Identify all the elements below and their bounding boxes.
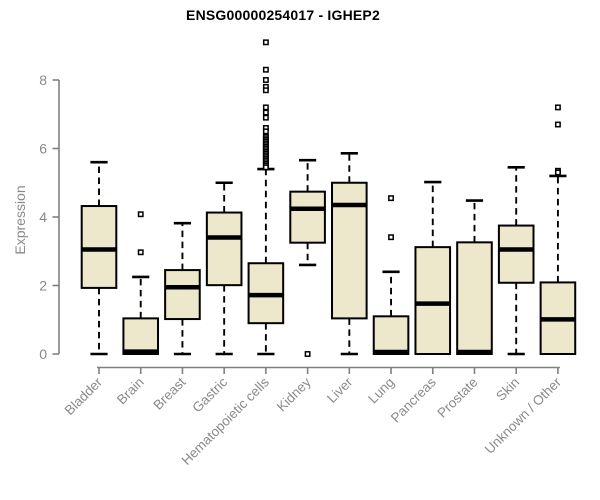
iqr-box [122,317,160,356]
box-prostate [456,199,493,355]
outlier-point [262,109,269,116]
iqr-box [80,205,118,289]
box-gastric [205,181,243,356]
outlier-point [137,249,144,256]
outlier-point [554,121,561,128]
iqr-box [372,315,410,356]
box-bladder [80,160,118,356]
x-tick-label: Kidney [274,374,314,414]
outlier-point [262,87,269,94]
box-liver [331,151,368,356]
outlier-point [388,195,394,202]
outlier-point [262,128,269,135]
y-axis: 0 2 4 6 8 [39,72,60,362]
outlier-point [262,77,269,83]
iqr-box [164,269,201,321]
y-tick-label: 0 [39,346,47,362]
x-tick-label: Bladder [62,374,106,418]
y-tick-label: 2 [39,278,47,294]
chart-title: ENSG00000254017 - IGHEP2 [186,7,380,23]
x-tick-label: Liver [324,374,356,406]
y-tick-label: 8 [39,72,47,88]
box-skin [497,166,535,356]
iqr-box [456,241,493,355]
box-hematopoietic-cells [247,39,285,356]
outlier-point [554,104,561,111]
iqr-box [289,190,326,244]
outlier-point [137,211,144,218]
x-tick-label: Lung [365,375,397,407]
x-tick-label: Gastric [189,374,230,415]
outlier-point [262,114,269,121]
outlier-point [554,169,561,176]
x-tick-label: Skin [493,375,522,404]
outlier-point [262,39,269,46]
box-kidney [289,158,326,357]
iqr-box [205,211,243,287]
iqr-box [414,246,452,355]
x-tick-label: Pancreas [388,374,439,425]
box-unknown-other [539,104,577,356]
iqr-box [497,224,535,284]
outlier-point [262,164,269,171]
y-tick-label: 4 [39,209,47,225]
x-tick-label: Unknown / Other [482,374,565,457]
outlier-point [388,234,394,241]
box-lung [372,195,410,356]
x-tick-label: Breast [150,374,188,412]
outlier-point [304,351,311,357]
outlier-point [262,104,269,111]
x-tick-label: Brain [114,375,147,408]
y-tick-label: 6 [39,141,47,157]
box-pancreas [414,180,452,355]
box-breast [164,221,201,356]
box-brain [122,211,160,356]
outlier-point [262,66,269,73]
x-tick-label: Prostate [434,375,480,421]
